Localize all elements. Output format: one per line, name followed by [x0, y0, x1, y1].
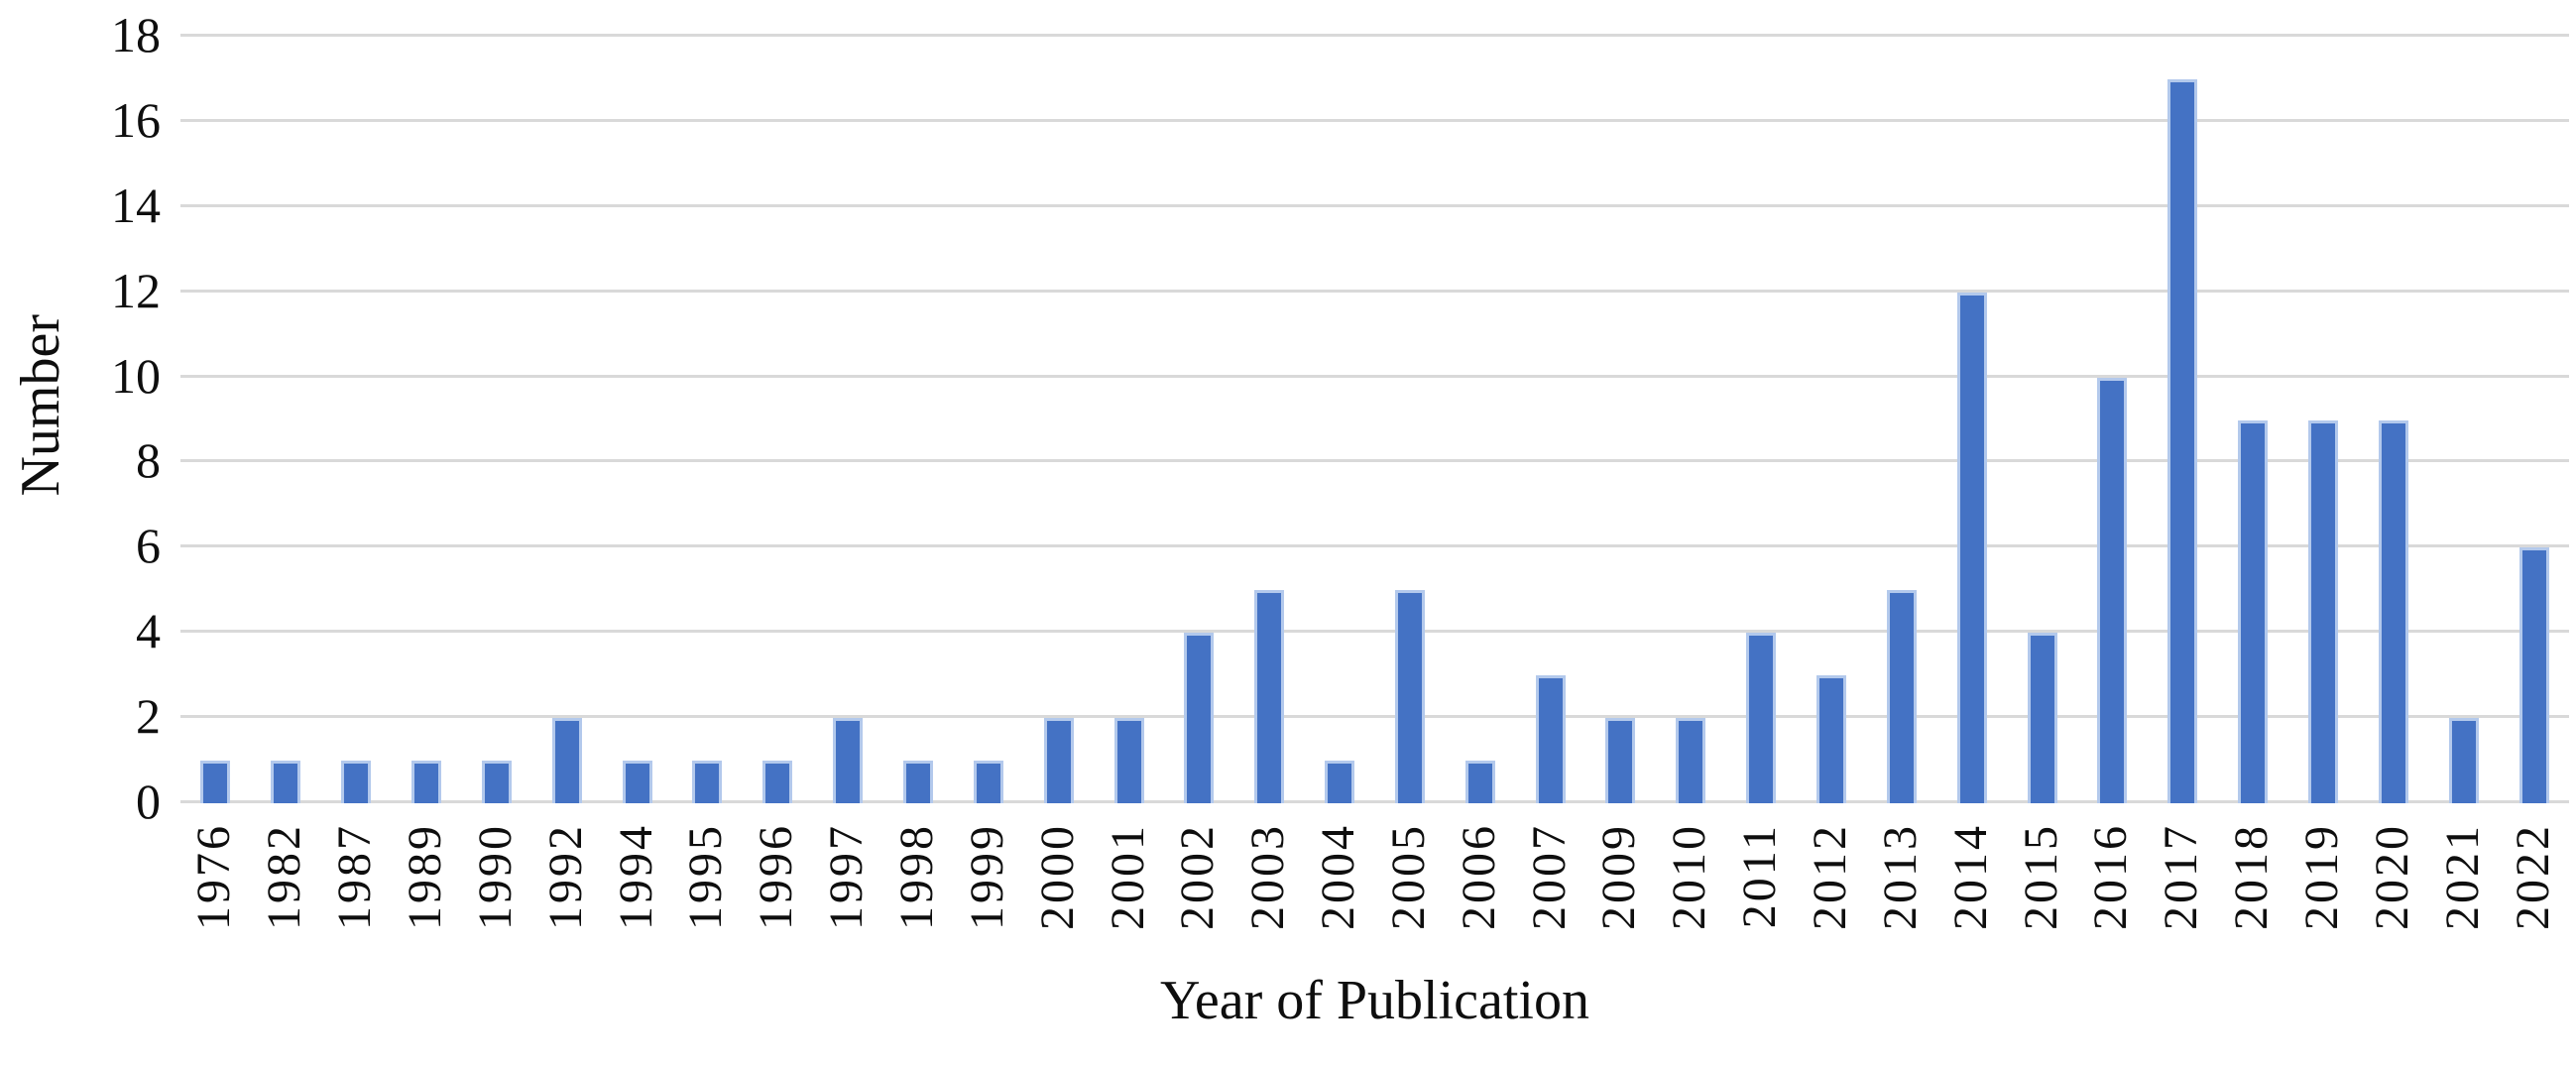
- x-tick-label-2002: 2002: [1171, 823, 1225, 930]
- gridline-y-12: [180, 289, 2569, 293]
- bar-1994: [622, 761, 652, 803]
- x-tick-label-2022: 2022: [2506, 823, 2559, 930]
- bar-1976: [200, 761, 231, 803]
- y-tick-label-18: 18: [111, 7, 161, 62]
- y-tick-label-14: 14: [111, 177, 161, 233]
- x-tick-label-2012: 2012: [1804, 823, 1857, 930]
- y-tick-label-6: 6: [136, 518, 161, 574]
- x-tick-label-1990: 1990: [468, 823, 522, 930]
- y-tick-label-2: 2: [136, 688, 161, 745]
- x-tick-label-2000: 2000: [1030, 823, 1084, 930]
- bar-2006: [1464, 761, 1495, 803]
- x-tick-label-2018: 2018: [2225, 823, 2279, 930]
- x-axis-title: Year of Publication: [1160, 970, 1589, 1031]
- x-tick-label-2010: 2010: [1663, 823, 1716, 930]
- x-tick-label-2009: 2009: [1592, 823, 1646, 930]
- bar-1987: [341, 761, 372, 803]
- bar-1997: [833, 718, 864, 803]
- gridline-y-10: [180, 374, 2569, 378]
- x-tick-label-2019: 2019: [2295, 823, 2348, 930]
- x-tick-label-2015: 2015: [2014, 823, 2067, 930]
- x-tick-label-2013: 2013: [1873, 823, 1927, 930]
- bar-2019: [2308, 419, 2338, 803]
- gridline-y-4: [180, 630, 2569, 634]
- x-tick-label-2004: 2004: [1312, 823, 1365, 930]
- bar-2020: [2378, 419, 2408, 803]
- bar-2002: [1184, 633, 1215, 803]
- x-tick-label-2003: 2003: [1241, 823, 1295, 930]
- bar-2010: [1676, 718, 1706, 803]
- bar-2013: [1886, 590, 1917, 803]
- y-tick-label-10: 10: [111, 347, 161, 404]
- bar-2012: [1816, 675, 1847, 803]
- bar-1996: [762, 761, 793, 803]
- x-tick-label-1987: 1987: [328, 823, 382, 930]
- x-tick-label-1995: 1995: [679, 823, 733, 930]
- bar-2003: [1254, 590, 1285, 803]
- x-tick-label-2001: 2001: [1101, 823, 1154, 930]
- x-tick-label-1994: 1994: [609, 823, 662, 930]
- bar-1990: [481, 761, 512, 803]
- bar-1982: [271, 761, 301, 803]
- bar-2001: [1113, 718, 1144, 803]
- gridline-y-2: [180, 715, 2569, 719]
- x-tick-label-1997: 1997: [820, 823, 874, 930]
- x-tick-label-2005: 2005: [1381, 823, 1435, 930]
- y-tick-label-12: 12: [111, 262, 161, 318]
- bar-2004: [1325, 761, 1355, 803]
- x-tick-label-2006: 2006: [1452, 823, 1505, 930]
- bar-2021: [2448, 718, 2479, 803]
- bar-1992: [551, 718, 582, 803]
- bar-2022: [2518, 547, 2549, 803]
- x-tick-label-2017: 2017: [2155, 823, 2208, 930]
- bar-1995: [692, 761, 723, 803]
- x-tick-label-1989: 1989: [398, 823, 451, 930]
- bar-2014: [1956, 292, 1987, 803]
- gridline-y-6: [180, 544, 2569, 548]
- x-tick-label-2020: 2020: [2365, 823, 2418, 930]
- x-tick-label-1992: 1992: [538, 823, 592, 930]
- bar-2016: [2097, 377, 2128, 803]
- x-tick-label-1999: 1999: [960, 823, 1013, 930]
- bar-2000: [1043, 718, 1074, 803]
- x-tick-label-1998: 1998: [889, 823, 943, 930]
- x-tick-label-2011: 2011: [1733, 823, 1787, 929]
- y-tick-label-8: 8: [136, 432, 161, 489]
- y-tick-label-0: 0: [136, 773, 161, 829]
- y-tick-label-4: 4: [136, 603, 161, 659]
- gridline-y-16: [180, 118, 2569, 122]
- gridline-y-18: [180, 34, 2569, 37]
- bar-2018: [2238, 419, 2269, 803]
- bar-2005: [1394, 590, 1425, 803]
- gridline-y-8: [180, 459, 2569, 463]
- bar-2015: [2027, 633, 2057, 803]
- x-tick-label-2014: 2014: [1943, 823, 1997, 930]
- gridline-y-0: [180, 800, 2569, 803]
- y-tick-label-16: 16: [111, 91, 161, 148]
- x-tick-label-2021: 2021: [2435, 823, 2489, 930]
- bar-2011: [1746, 633, 1777, 803]
- gridline-y-14: [180, 203, 2569, 207]
- bar-2009: [1605, 718, 1636, 803]
- bar-2007: [1535, 675, 1566, 803]
- bar-1989: [410, 761, 441, 803]
- x-tick-label-1982: 1982: [258, 823, 311, 930]
- bar-2017: [2167, 78, 2198, 803]
- x-tick-label-1996: 1996: [750, 823, 803, 930]
- bar-1999: [973, 761, 1003, 803]
- bar-1998: [902, 761, 933, 803]
- x-tick-label-2016: 2016: [2084, 823, 2138, 930]
- x-tick-label-2007: 2007: [1522, 823, 1576, 930]
- x-tick-label-1976: 1976: [187, 823, 241, 930]
